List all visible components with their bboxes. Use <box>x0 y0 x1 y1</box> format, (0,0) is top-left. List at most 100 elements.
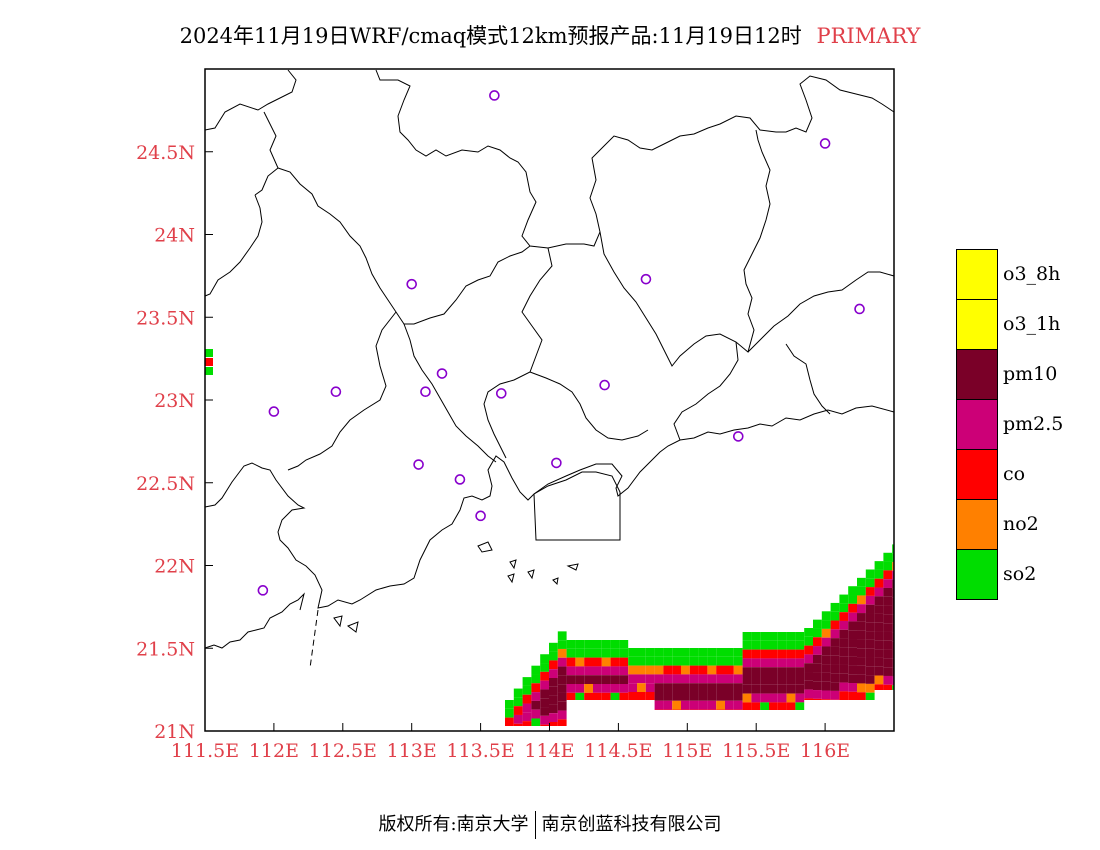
field-cell <box>892 632 894 642</box>
field-cell <box>874 649 884 658</box>
field-cell <box>531 674 541 684</box>
field-cell <box>628 674 637 684</box>
field-cell <box>619 675 629 684</box>
field-cell <box>777 702 787 710</box>
field-cell <box>804 680 813 690</box>
field-cell <box>566 648 576 658</box>
field-cell <box>821 637 831 647</box>
field-cell <box>874 613 884 623</box>
field-cell <box>557 701 567 711</box>
footer-right: 南京创蓝科技有限公司 <box>541 814 722 835</box>
province-line-5 <box>483 247 553 459</box>
field-cell <box>857 683 866 693</box>
field-cell <box>681 683 690 692</box>
field-cell <box>672 692 681 701</box>
field-cell <box>751 684 761 694</box>
field-cell <box>663 700 673 710</box>
field-cell <box>857 613 866 622</box>
field-cell <box>557 657 567 667</box>
field-cell <box>777 640 787 650</box>
field-cell <box>601 666 611 676</box>
field-cell <box>865 622 875 632</box>
field-cell <box>821 611 831 621</box>
y-tick-label: 23N <box>154 390 195 412</box>
field-cell <box>540 707 549 716</box>
station-marker <box>495 388 507 399</box>
field-cell <box>760 640 769 650</box>
footer-separator <box>534 811 536 839</box>
field-cell <box>566 657 576 667</box>
x-tick-label: 114.5E <box>584 740 652 762</box>
station-marker <box>268 406 280 417</box>
field-cell <box>716 674 725 684</box>
field-cell <box>848 595 857 604</box>
field-cell <box>716 656 725 666</box>
field-cell <box>593 675 602 684</box>
field-cell <box>848 665 857 675</box>
field-cell <box>830 655 840 665</box>
field-cell <box>839 629 849 639</box>
field-cell <box>637 683 646 692</box>
field-cell <box>610 684 620 693</box>
field-cell <box>874 631 884 641</box>
field-cell <box>795 684 805 694</box>
field-cell <box>716 692 725 701</box>
field-cell <box>786 667 796 676</box>
coastline <box>204 405 895 609</box>
field-cell <box>892 562 894 571</box>
field-cell <box>865 613 875 623</box>
islands <box>333 541 579 633</box>
field-cell <box>769 684 778 694</box>
field-cell <box>593 684 602 693</box>
field-cell <box>672 700 681 710</box>
field-cell <box>874 587 884 597</box>
field-cell <box>566 675 576 684</box>
field-cell <box>751 658 761 668</box>
field-cell <box>601 675 611 684</box>
field-cell <box>769 667 778 676</box>
field-cell <box>733 656 743 666</box>
field-cell <box>821 699 831 700</box>
field-cell <box>628 665 637 675</box>
field-cell <box>883 649 893 659</box>
field-cell <box>619 692 629 700</box>
field-cell <box>654 674 664 684</box>
field-cell <box>883 614 893 624</box>
field-cell <box>575 666 585 676</box>
x-tick-label: 112E <box>249 740 299 762</box>
station-marker <box>413 459 424 470</box>
field-cell <box>531 709 541 719</box>
field-cell <box>813 637 822 647</box>
field-cell <box>830 690 840 700</box>
field-cell <box>593 692 602 700</box>
field-cell <box>777 693 787 703</box>
legend-label: o3_8h <box>1003 263 1061 285</box>
field-cell <box>593 666 602 676</box>
field-cell <box>689 700 699 710</box>
field-cell <box>892 588 894 598</box>
field-cell <box>505 700 514 709</box>
field-cell <box>874 675 884 685</box>
field-cell <box>874 596 884 606</box>
field-cell <box>892 667 894 677</box>
field-cell <box>769 640 778 650</box>
y-tick-label: 24N <box>154 225 195 247</box>
field-cell <box>513 714 523 724</box>
province-line-1 <box>204 111 279 297</box>
field-cell <box>804 689 813 699</box>
station-marker <box>257 585 269 596</box>
field-cell <box>698 674 708 684</box>
field-cell <box>795 676 805 685</box>
field-cell <box>584 640 593 649</box>
field-cell <box>584 648 593 658</box>
field-cell <box>513 688 523 698</box>
field-cell <box>549 722 558 726</box>
field-cell <box>857 692 866 700</box>
field-cell <box>883 552 893 562</box>
field-cell <box>804 698 813 700</box>
legend-swatch <box>956 399 998 450</box>
x-tick-label: 113.5E <box>446 740 514 762</box>
field-cell <box>725 656 734 666</box>
field-cell <box>681 656 690 666</box>
field-cell <box>689 674 699 684</box>
